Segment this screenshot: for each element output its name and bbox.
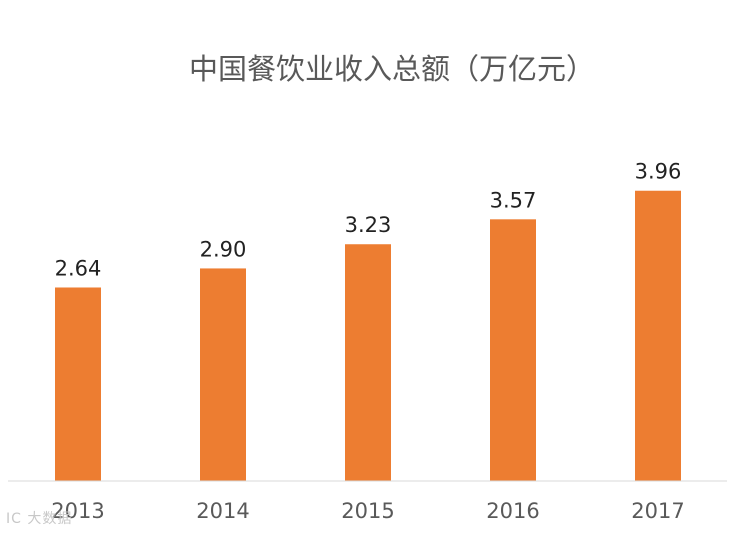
x-tick-label-2016: 2016: [486, 499, 539, 523]
x-tick-label-2017: 2017: [631, 499, 684, 523]
bars-layer: 2.64 2.90 3.23 3.57 3.96: [55, 160, 682, 481]
data-label-2014: 2.90: [200, 237, 247, 261]
data-label-2013: 2.64: [55, 256, 102, 280]
bar-2014: [200, 268, 246, 481]
x-tick-label-2013: 2013: [51, 499, 104, 523]
data-label-2016: 3.57: [490, 188, 537, 212]
data-label-2017: 3.96: [635, 160, 682, 184]
x-tick-label-2014: 2014: [196, 499, 249, 523]
data-label-2015: 3.23: [345, 213, 392, 237]
x-tick-labels: 2013 2014 2015 2016 2017: [51, 499, 684, 523]
bar-2017: [635, 190, 681, 481]
bar-2016: [490, 219, 536, 481]
bar-2015: [345, 244, 391, 481]
chart-title: 中国餐饮业收入总额（万亿元）: [189, 52, 595, 86]
watermark: IC 大数据: [6, 511, 73, 527]
x-tick-label-2015: 2015: [341, 499, 394, 523]
bar-2013: [55, 287, 101, 481]
